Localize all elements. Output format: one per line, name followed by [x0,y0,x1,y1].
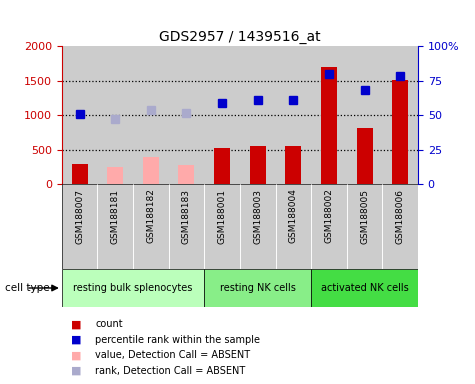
Bar [133,184,169,269]
Text: GSM188003: GSM188003 [253,189,262,243]
Text: rank, Detection Call = ABSENT: rank, Detection Call = ABSENT [95,366,245,376]
Bar [347,184,382,269]
Bar [250,146,266,184]
Text: percentile rank within the sample: percentile rank within the sample [95,335,260,345]
Text: value, Detection Call = ABSENT: value, Detection Call = ABSENT [95,350,250,360]
Text: GSM188002: GSM188002 [324,189,333,243]
Text: GSM188006: GSM188006 [396,189,405,243]
Text: GSM188007: GSM188007 [75,189,84,243]
Bar [133,46,169,184]
Text: GSM188001: GSM188001 [218,189,227,243]
Bar [72,164,87,184]
Text: ■: ■ [71,319,82,329]
Bar [214,148,230,184]
Bar [285,146,301,184]
Text: ■: ■ [71,335,82,345]
Bar [382,184,418,269]
Bar [107,167,123,184]
Bar [143,157,159,184]
Text: ■: ■ [71,366,82,376]
Bar [276,46,311,184]
Bar [347,46,382,184]
Bar [179,165,194,184]
Bar [382,46,418,184]
Text: ■: ■ [71,350,82,360]
Bar [169,46,204,184]
Text: GSM188181: GSM188181 [111,189,120,243]
Bar [311,184,347,269]
Bar [321,67,337,184]
Bar [62,184,97,269]
Text: resting NK cells: resting NK cells [220,283,295,293]
Text: GSM188182: GSM188182 [146,189,155,243]
Bar [311,269,418,307]
Bar [204,46,240,184]
Bar [204,269,311,307]
Bar [392,80,408,184]
Text: resting bulk splenocytes: resting bulk splenocytes [73,283,193,293]
Bar [62,46,97,184]
Text: GSM188004: GSM188004 [289,189,298,243]
Text: GSM188005: GSM188005 [360,189,369,243]
Bar [357,127,372,184]
Bar [311,46,347,184]
Bar [97,46,133,184]
Text: count: count [95,319,123,329]
Title: GDS2957 / 1439516_at: GDS2957 / 1439516_at [159,30,321,44]
Bar [276,184,311,269]
Bar [204,184,240,269]
Text: activated NK cells: activated NK cells [321,283,408,293]
Text: GSM188183: GSM188183 [182,189,191,243]
Bar [97,184,133,269]
Bar [169,184,204,269]
Bar [240,46,276,184]
Bar [62,269,204,307]
Bar [240,184,276,269]
Text: cell type: cell type [5,283,49,293]
